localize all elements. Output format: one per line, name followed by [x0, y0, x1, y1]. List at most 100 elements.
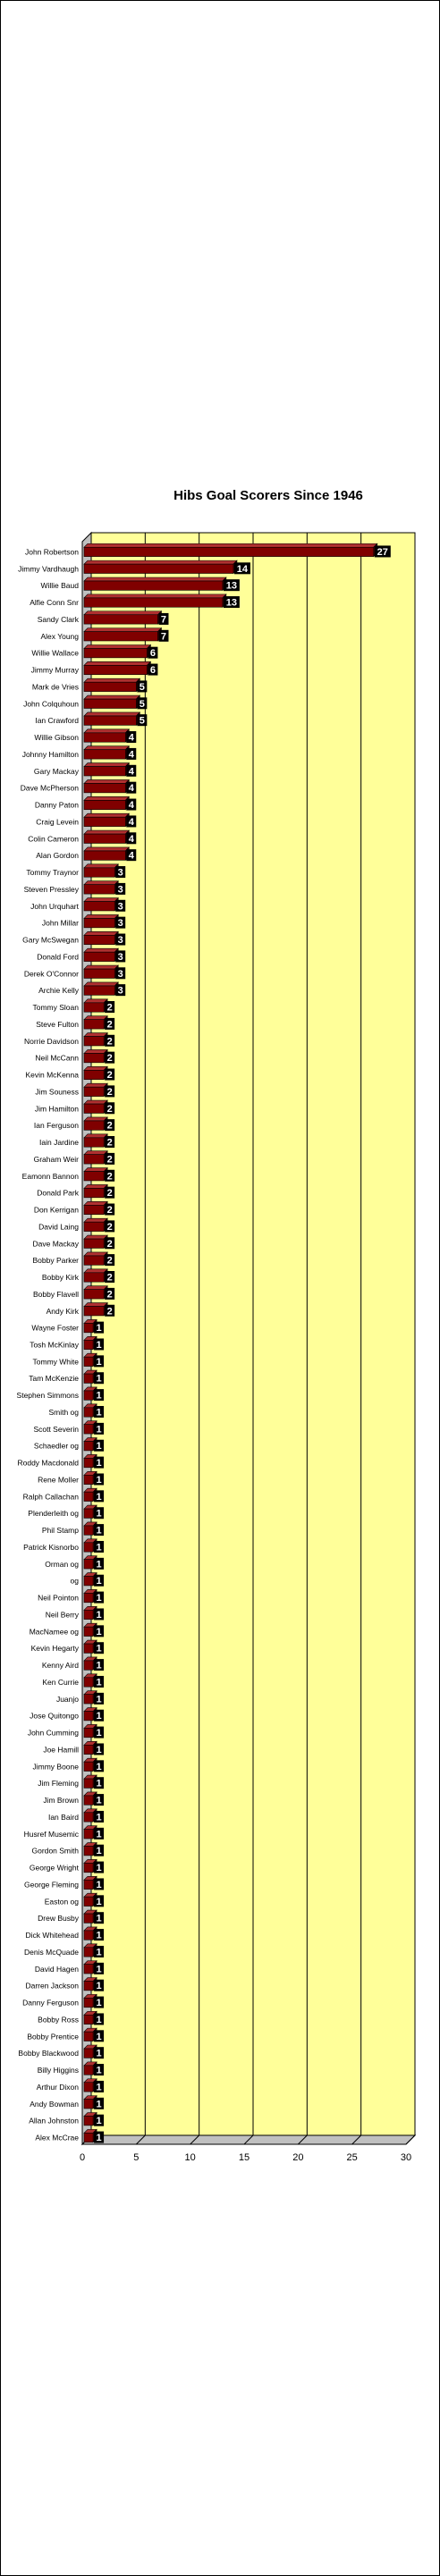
bar-front-face	[83, 766, 126, 777]
bar-front-face	[83, 833, 126, 844]
category-label: Johnny Hamilton	[22, 750, 80, 759]
bar-top-face	[83, 931, 119, 936]
category-label: John Millar	[42, 919, 79, 928]
bar: 1	[83, 1959, 105, 1974]
bar-front-face	[83, 783, 126, 794]
bar: 2	[83, 998, 115, 1014]
gridline-floor	[405, 2134, 416, 2145]
data-label: 1	[97, 1880, 102, 1890]
data-label: 2	[107, 1188, 113, 1199]
bar-front-face	[83, 732, 126, 743]
category-label: Smith og	[48, 1408, 79, 1417]
bar-front-face	[83, 1626, 94, 1637]
data-label: 13	[226, 581, 237, 592]
category-label: Willie Wallace	[31, 649, 79, 658]
bar-front-face	[83, 850, 126, 861]
data-label-box	[115, 916, 126, 929]
data-label-box	[94, 1777, 105, 1789]
data-label-box	[105, 1254, 115, 1267]
category-label: Stephen Simmons	[17, 1391, 79, 1400]
bar: 1	[83, 1386, 105, 1402]
data-label-box	[94, 1912, 105, 1924]
bar-top-face	[83, 1116, 108, 1122]
bar-top-face	[83, 1099, 108, 1105]
data-label-box	[94, 1439, 105, 1452]
data-label-box	[94, 1473, 105, 1486]
category-label: Graham Weir	[34, 1155, 80, 1164]
data-label: 1	[97, 1593, 102, 1604]
data-label-box	[94, 2064, 105, 2076]
bar-front-face	[83, 1289, 105, 1300]
bar-front-face	[83, 1390, 94, 1401]
category-label: Wayne Foster	[31, 1324, 79, 1333]
data-label-box	[94, 1794, 105, 1806]
category-label: Allan Johnston	[29, 2117, 79, 2126]
bar: 1	[83, 1689, 105, 1705]
bar: 1	[83, 1706, 105, 1722]
data-label: 2	[107, 1104, 113, 1115]
bar-front-face	[83, 918, 115, 929]
bar: 4	[83, 796, 137, 811]
bar-front-face	[83, 1508, 94, 1519]
category-label: Sandy Clark	[38, 615, 80, 624]
data-label-box	[105, 1220, 115, 1233]
bar: 1	[83, 2027, 105, 2042]
bar-top-face	[83, 981, 119, 987]
data-label-box	[105, 1085, 115, 1098]
bar: 1	[83, 1740, 105, 1755]
data-label: 4	[129, 800, 135, 811]
data-label-box	[94, 2047, 105, 2059]
bar: 1	[83, 1504, 105, 1520]
bar-top-face	[83, 745, 130, 751]
bar-top-face	[83, 1234, 108, 1240]
data-label: 6	[150, 665, 156, 676]
data-label: 5	[140, 682, 145, 693]
bar-front-face	[83, 1120, 105, 1131]
data-label-box	[94, 1675, 105, 1688]
data-label-box	[105, 1051, 115, 1064]
bar-front-face	[83, 1441, 94, 1452]
data-label-box	[105, 1304, 115, 1317]
bar: 2	[83, 1149, 115, 1165]
bar-front-face	[83, 1171, 105, 1182]
data-label-box	[94, 1996, 105, 2008]
bar: 1	[83, 1453, 105, 1469]
data-label: 2	[107, 1289, 113, 1300]
category-label: Jim Hamilton	[35, 1104, 79, 1113]
data-label-box	[94, 1743, 105, 1755]
bar-top-face	[83, 728, 130, 734]
data-label-box	[94, 1895, 105, 1907]
bar-front-face	[83, 665, 148, 676]
data-label: 1	[97, 1576, 102, 1587]
bar-front-face	[83, 1576, 94, 1587]
bar: 3	[83, 947, 126, 963]
data-label: 2	[107, 1070, 113, 1081]
data-label: 1	[97, 1694, 102, 1705]
category-label: Danny Ferguson	[22, 1999, 79, 2008]
bar-front-face	[83, 1036, 105, 1047]
data-label: 1	[97, 1931, 102, 1941]
data-label: 2	[107, 1273, 113, 1284]
data-label: 1	[97, 1914, 102, 1924]
bar-top-face	[83, 610, 163, 616]
category-label: MacNamee og	[30, 1627, 80, 1636]
bar-top-face	[83, 695, 141, 700]
data-label: 4	[129, 733, 135, 744]
bar: 4	[83, 829, 137, 845]
bar-front-face	[83, 1947, 94, 1957]
data-label: 1	[97, 1711, 102, 1722]
data-label: 1	[97, 1391, 102, 1402]
bar-top-face	[83, 947, 119, 953]
category-label: Ian Ferguson	[34, 1121, 79, 1130]
bar-top-face	[83, 644, 152, 649]
bar-front-face	[83, 715, 137, 726]
data-label-box	[115, 984, 126, 997]
bar: 2	[83, 1031, 115, 1047]
data-label: 1	[97, 1728, 102, 1738]
data-label: 3	[118, 952, 123, 963]
data-label-box	[94, 2030, 105, 2042]
bar-front-face	[83, 1981, 94, 1991]
data-label-box	[94, 1979, 105, 1991]
bar: 1	[83, 1554, 105, 1570]
bar-top-face	[83, 1133, 108, 1139]
